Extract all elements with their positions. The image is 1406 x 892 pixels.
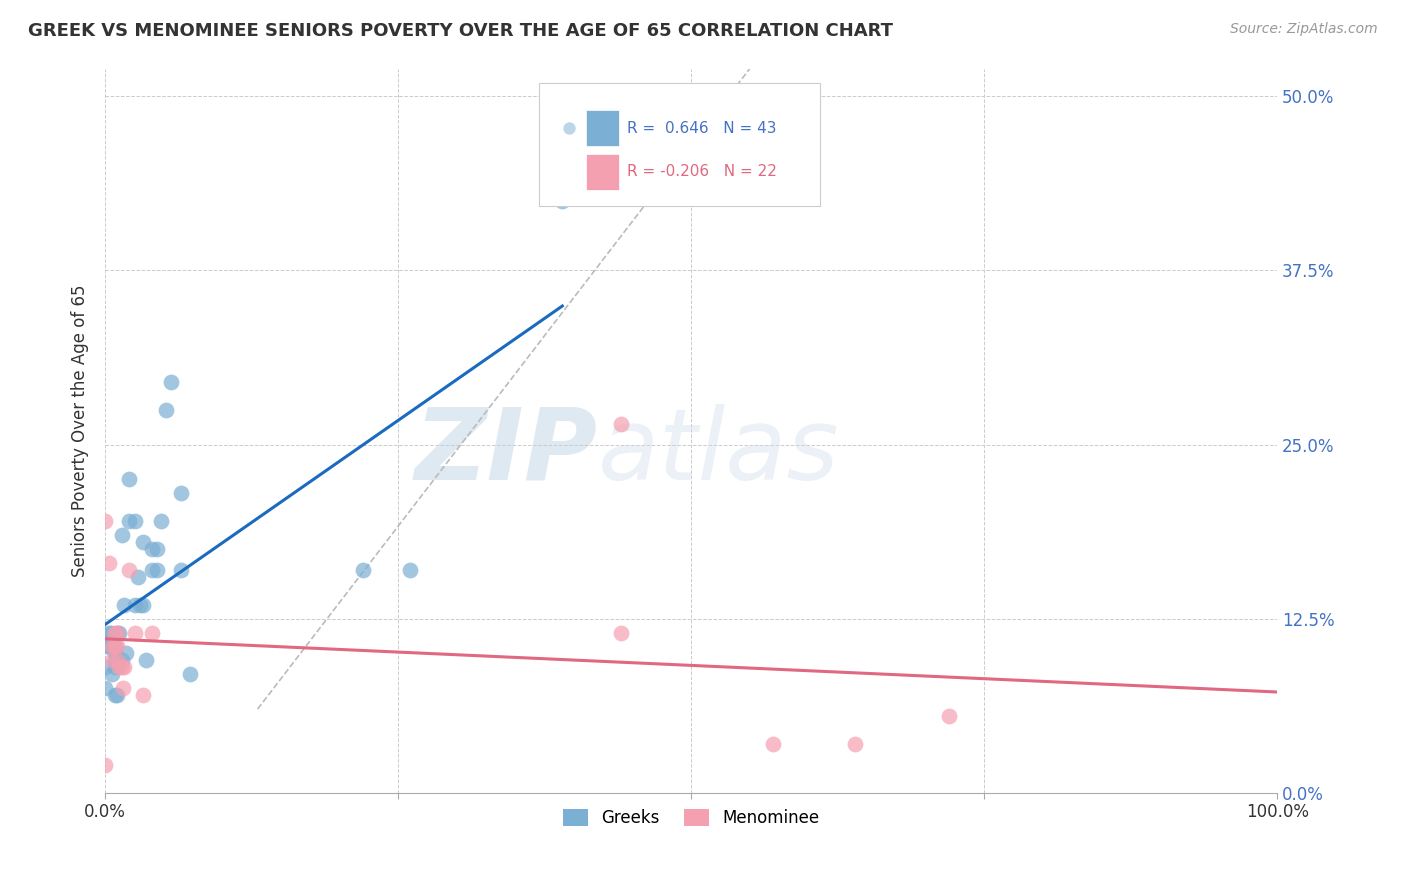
Point [103, 640, 125, 654]
Point [155, 402, 177, 417]
Point [94, 757, 117, 772]
Point [100, 625, 122, 640]
Point [115, 647, 138, 661]
Point [124, 625, 146, 640]
Point [124, 514, 146, 528]
Point [97, 556, 120, 570]
Point [103, 660, 125, 674]
Point [551, 194, 574, 208]
Point [94, 640, 117, 654]
Point [124, 598, 146, 612]
Point [141, 541, 163, 556]
Point [94, 660, 117, 674]
Point [105, 625, 128, 640]
Point [101, 667, 124, 681]
Point [135, 653, 157, 667]
Point [94, 514, 117, 528]
Point [101, 653, 124, 667]
Point [352, 563, 374, 577]
Point [105, 688, 128, 702]
Point [105, 653, 128, 667]
Point [141, 625, 163, 640]
Point [112, 660, 135, 674]
Point [103, 625, 125, 640]
FancyBboxPatch shape [586, 153, 619, 190]
Point [179, 667, 201, 681]
Point [111, 660, 134, 674]
Point [146, 541, 169, 556]
Point [938, 709, 960, 723]
Point [170, 486, 193, 500]
Point [127, 570, 149, 584]
Point [610, 625, 633, 640]
Point [844, 737, 866, 751]
Legend: Greeks, Menominee: Greeks, Menominee [554, 800, 828, 835]
Point [132, 598, 155, 612]
Point [105, 640, 128, 654]
Point [108, 660, 131, 674]
Point [111, 681, 134, 696]
Point [103, 640, 125, 654]
Point [141, 563, 163, 577]
Point [103, 647, 125, 661]
Point [118, 514, 141, 528]
Point [762, 737, 785, 751]
Point [97, 625, 120, 640]
Point [111, 653, 134, 667]
Point [105, 625, 128, 640]
Point [94, 681, 117, 696]
Y-axis label: Seniors Poverty Over the Age of 65: Seniors Poverty Over the Age of 65 [72, 285, 89, 577]
Point [160, 375, 183, 389]
Text: atlas: atlas [598, 404, 839, 500]
Text: ZIP: ZIP [415, 404, 598, 500]
Text: R = -0.206   N = 22: R = -0.206 N = 22 [627, 164, 776, 179]
Point [146, 563, 169, 577]
Point [399, 563, 422, 577]
Point [103, 653, 125, 667]
FancyBboxPatch shape [538, 83, 820, 206]
Point [150, 514, 173, 528]
Text: Source: ZipAtlas.com: Source: ZipAtlas.com [1230, 22, 1378, 37]
Point [610, 417, 633, 431]
FancyBboxPatch shape [586, 110, 619, 146]
Point [97, 640, 120, 654]
Point [129, 598, 152, 612]
Text: R =  0.646   N = 43: R = 0.646 N = 43 [627, 120, 776, 136]
Point [170, 563, 193, 577]
Point [103, 688, 125, 702]
Point [118, 472, 141, 486]
Point [112, 598, 135, 612]
Point [118, 563, 141, 577]
Point [105, 653, 128, 667]
Point [132, 688, 155, 702]
Point [111, 528, 134, 542]
Point [108, 625, 131, 640]
Point [132, 535, 155, 549]
Point [101, 640, 124, 654]
Point [101, 640, 124, 654]
Text: GREEK VS MENOMINEE SENIORS POVERTY OVER THE AGE OF 65 CORRELATION CHART: GREEK VS MENOMINEE SENIORS POVERTY OVER … [28, 22, 893, 40]
